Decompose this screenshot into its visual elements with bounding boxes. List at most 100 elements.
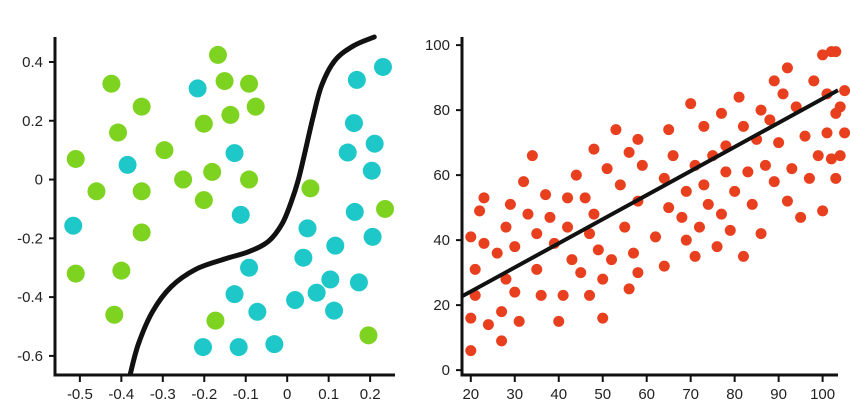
data-point	[799, 130, 811, 142]
data-point	[588, 208, 600, 220]
data-point	[570, 169, 582, 181]
data-point	[482, 319, 494, 331]
data-point	[768, 176, 780, 188]
data-point	[584, 228, 596, 240]
data-point	[715, 208, 727, 220]
data-point	[194, 191, 213, 210]
data-point	[229, 338, 248, 357]
x-tick-label: 0.2	[360, 386, 381, 403]
data-point	[623, 146, 635, 158]
data-point	[746, 198, 758, 210]
data-point	[619, 221, 631, 233]
data-point	[720, 166, 732, 178]
data-point	[592, 244, 604, 256]
data-point	[64, 216, 83, 235]
data-point	[365, 134, 384, 153]
data-point	[698, 120, 710, 132]
data-point	[225, 144, 244, 163]
data-point	[768, 75, 780, 87]
data-point	[711, 241, 723, 253]
data-point	[307, 283, 326, 302]
data-point	[781, 195, 793, 207]
x-tick-label: -0.3	[150, 386, 176, 403]
data-point	[584, 289, 596, 301]
data-point	[636, 159, 648, 171]
data-point	[465, 345, 477, 357]
data-point	[359, 326, 378, 345]
data-point	[215, 72, 234, 91]
data-point	[663, 202, 675, 214]
y-tick-label: 0	[442, 362, 450, 379]
data-point	[597, 273, 609, 285]
data-point	[240, 258, 259, 277]
x-tick-label: 70	[682, 386, 699, 403]
data-point	[194, 338, 213, 357]
data-point	[834, 101, 846, 113]
y-tick-label: 20	[433, 297, 450, 314]
y-tick-label: 0.2	[22, 113, 43, 130]
y-tick-label: 40	[433, 232, 450, 249]
data-point	[265, 335, 284, 354]
data-point	[812, 150, 824, 162]
data-point	[294, 248, 313, 267]
data-point	[737, 250, 749, 262]
x-tick-label: 0.1	[318, 386, 339, 403]
y-tick-label: 60	[433, 167, 450, 184]
data-point	[522, 208, 534, 220]
data-point	[496, 306, 508, 318]
data-point	[830, 46, 842, 58]
data-point	[66, 264, 85, 283]
data-point	[702, 198, 714, 210]
data-point	[562, 221, 574, 233]
data-point	[839, 85, 850, 97]
data-point	[240, 170, 259, 189]
data-point	[729, 185, 741, 197]
y-tick-label: -0.4	[17, 289, 43, 306]
data-point	[102, 74, 121, 93]
x-tick-label: 40	[550, 386, 567, 403]
data-point	[601, 163, 613, 175]
data-point	[786, 163, 798, 175]
data-point	[839, 127, 850, 139]
data-point	[755, 228, 767, 240]
data-point	[698, 179, 710, 191]
plot-area	[64, 34, 395, 374]
y-tick-label: 80	[433, 102, 450, 119]
regression-line	[463, 88, 839, 298]
y-tick-label: -0.2	[17, 230, 43, 247]
data-point	[715, 107, 727, 119]
data-point	[132, 223, 151, 242]
data-point	[821, 127, 833, 139]
data-point	[240, 74, 259, 93]
data-point	[376, 199, 395, 218]
data-point	[465, 231, 477, 243]
data-point	[231, 205, 250, 224]
data-point	[566, 254, 578, 266]
data-point	[132, 97, 151, 116]
data-point	[663, 124, 675, 136]
data-point	[834, 150, 846, 162]
data-point	[693, 221, 705, 233]
data-point	[347, 70, 366, 89]
data-point	[689, 250, 701, 262]
data-point	[759, 159, 771, 171]
data-point	[531, 228, 543, 240]
data-point	[225, 285, 244, 304]
data-point	[518, 176, 530, 188]
data-point	[373, 57, 392, 76]
data-point	[465, 312, 477, 324]
data-point	[781, 62, 793, 74]
data-point	[208, 45, 227, 64]
data-point	[321, 270, 340, 289]
x-tick-label: -0.4	[108, 386, 134, 403]
data-point	[105, 305, 124, 324]
data-point	[632, 267, 644, 279]
data-point	[500, 221, 512, 233]
data-point	[87, 182, 106, 201]
data-point	[203, 162, 222, 181]
data-point	[808, 75, 820, 87]
data-point	[188, 79, 207, 98]
data-point	[66, 149, 85, 168]
data-point	[830, 172, 842, 184]
data-point	[349, 273, 368, 292]
